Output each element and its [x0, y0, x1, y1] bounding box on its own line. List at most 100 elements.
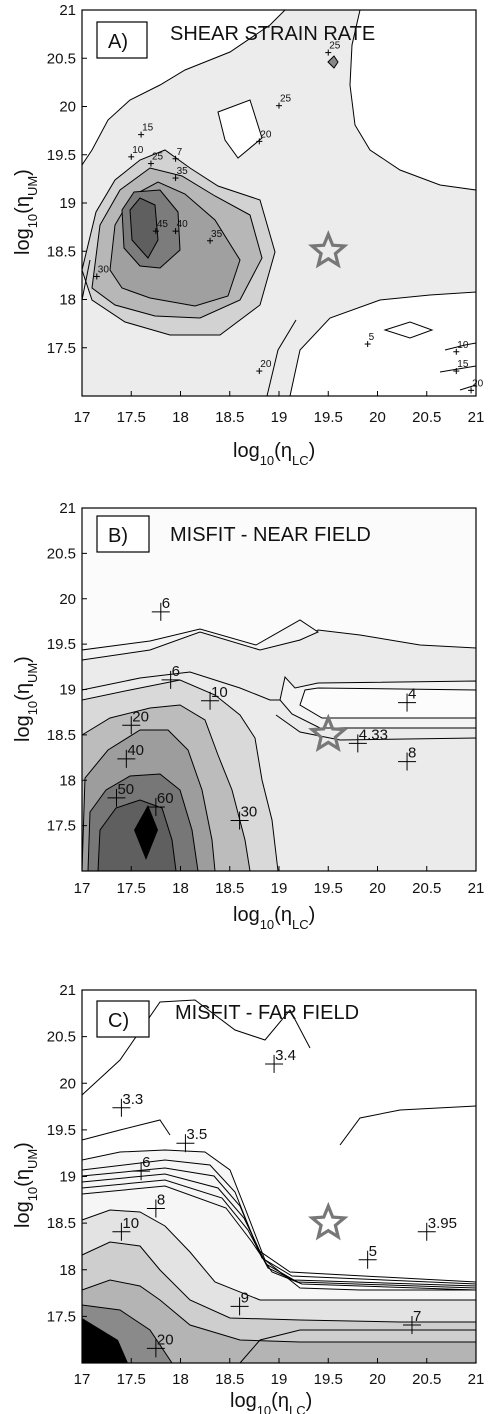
- panel-c-x-tick-label: 17.5: [117, 1371, 146, 1388]
- contour-label-text: 5: [369, 1243, 377, 1260]
- panel-a-diamond: [327, 55, 339, 69]
- panel-b-x-tick-label: 17: [74, 880, 91, 897]
- panel-b-y-tick-label: 18.5: [47, 727, 76, 744]
- panel-a-contour-label: 15: [453, 359, 469, 375]
- contour-label-text: 3.5: [186, 1126, 207, 1143]
- panel-a-contour-label: 45: [152, 219, 168, 235]
- panel-b-x-axis-label: log10(ηLC): [233, 904, 315, 932]
- panel-b-x-tick-label: 20: [369, 880, 386, 897]
- panel-a-contour-label: 5: [364, 332, 375, 348]
- contour-label-text: 6: [162, 595, 170, 612]
- panel-a-contour-label: 20: [468, 378, 484, 394]
- panel-a-y-axis-label: log10(ηUM): [12, 169, 40, 255]
- panel-b-contour-label: 40: [117, 742, 144, 768]
- contour-label-text: 25: [329, 41, 341, 52]
- contour-label-text: 20: [260, 359, 272, 370]
- contour-label-text: 15: [142, 123, 154, 134]
- panel-c-y-tick-label: 19.5: [47, 1122, 76, 1139]
- panel-c-contour-3-4-line: [81, 999, 311, 1096]
- panel-b-contour-label: 6: [161, 663, 180, 689]
- panel-c-x-tick-label: 18: [172, 1371, 189, 1388]
- panel-c-contour-label: 9: [230, 1289, 249, 1316]
- contour-label-text: 7: [177, 147, 183, 158]
- contour-label-text: 9: [241, 1289, 249, 1306]
- panel-c-y-tick-label: 19: [59, 1169, 76, 1186]
- panel-c-star-marker: [308, 1201, 349, 1241]
- panel-b-contour-label: 50: [107, 781, 134, 807]
- panel-b-x-ticks: 17 17.5 18 18.5 19 19.5 20 20.5 21: [74, 866, 484, 897]
- panel-a-letter: A): [108, 31, 128, 53]
- panel-c-letter: C): [108, 1010, 129, 1032]
- contour-label-text: 10: [457, 340, 469, 351]
- panel-c: 3.4 3.3 3.5 6 8 10 3.95 5 9 7 20 17 17.5 18 18.5 19 19.…: [12, 982, 484, 1414]
- panel-c-contour-label: 6: [132, 1154, 150, 1181]
- contour-label-text: 30: [241, 804, 258, 821]
- panel-a-x-ticks: 17 17.5 18 18.5 19 19.5 20 20.5 21: [74, 391, 484, 426]
- contour-label-text: 20: [472, 378, 484, 389]
- panel-c-contour-band-5: [81, 1185, 477, 1291]
- panel-a-x-axis-label: log10(ηLC): [233, 440, 315, 468]
- panel-c-contour-label: 3.4: [265, 1047, 296, 1073]
- panel-a-contour-label: 25: [325, 41, 341, 56]
- panel-c-x-tick-label: 19: [271, 1371, 288, 1388]
- panel-c-contour-label: 8: [146, 1191, 165, 1218]
- panel-b: 6 6 10 4 4.33 20 8 40 50 60 30 17 17.5 18 18.5 19 19.5 2…: [12, 500, 484, 932]
- panel-a-contour-label: 20: [256, 359, 272, 375]
- contour-label-text: 15: [457, 359, 469, 370]
- panel-a-contour-line-right-3: [459, 384, 477, 391]
- panel-c-star-icon: [308, 1201, 349, 1241]
- contour-label-text: 4.33: [359, 726, 388, 743]
- panel-a-contour-line-left: [81, 259, 91, 301]
- panel-b-star-marker: [308, 713, 349, 753]
- contour-label-text: 35: [177, 166, 189, 177]
- panel-a-contour-label: 25: [276, 94, 292, 109]
- panel-b-contour-labels: 6 6 10 4 4.33 20 8 40 50 60 30: [107, 595, 416, 830]
- contour-label-text: 8: [408, 745, 416, 762]
- panel-a-white-island: [217, 99, 263, 159]
- panel-c-contour-line-7: [239, 1329, 476, 1364]
- panel-a-contour-line-right: [444, 342, 477, 351]
- panel-a-contour-label: 40: [172, 219, 188, 235]
- panel-b-contour-label: 30: [230, 804, 258, 830]
- panel-a-contour-level-5: [129, 197, 159, 259]
- panel-a-y-tick-label: 19.5: [47, 147, 76, 164]
- panel-b-y-tick-label: 20: [59, 591, 76, 608]
- panel-c-contour-label: 3.5: [176, 1126, 207, 1153]
- panel-c-contour-3-3-line: [81, 1119, 171, 1141]
- contour-label-text: 20: [260, 129, 272, 140]
- panel-c-contour-label: 10: [112, 1215, 139, 1241]
- panel-b-title-box: B) MISFIT - NEAR FIELD: [96, 515, 371, 553]
- panel-b-x-tick-label: 17.5: [117, 880, 146, 897]
- panel-c-y-axis-label: log10(ηUM): [12, 1142, 40, 1228]
- panel-b-contour-4-inner: [299, 687, 477, 719]
- contour-label-text: 6: [142, 1154, 150, 1171]
- contour-label-text: 5: [369, 332, 375, 343]
- panel-c-contour-label: 7: [402, 1308, 421, 1335]
- panel-b-y-tick-label: 21: [59, 500, 76, 517]
- panel-a-contour-label: 20: [256, 129, 272, 145]
- panel-c-x-tick-label: 21: [468, 1371, 485, 1388]
- panel-a-contour-label: 25: [147, 152, 164, 167]
- panel-c-letter-box: [96, 1000, 150, 1038]
- panel-b-y-tick-label: 19: [59, 682, 76, 699]
- panel-c-y-tick-label: 20.5: [47, 1029, 76, 1046]
- contour-label-text: 3.3: [122, 1091, 143, 1108]
- panel-b-title: MISFIT - NEAR FIELD: [170, 524, 371, 546]
- panel-c-y-tick-label: 18.5: [47, 1215, 76, 1232]
- panel-b-contour-label: 20: [122, 708, 149, 735]
- contour-label-text: 10: [122, 1215, 139, 1232]
- panel-a-contour-label: 35: [172, 166, 189, 182]
- panel-a-contour-label: 10: [453, 340, 469, 355]
- panel-b-y-tick-label: 20.5: [47, 545, 76, 562]
- panel-c-y-tick-label: 20: [59, 1075, 76, 1092]
- contour-label-text: 10: [211, 684, 228, 701]
- panel-a-x-tick-label: 20.5: [412, 409, 441, 426]
- panel-b-x-tick-label: 19: [271, 880, 288, 897]
- panel-b-contour-label: 4.33: [348, 726, 388, 753]
- panel-b-x-tick-label: 19.5: [314, 880, 343, 897]
- contour-label-text: 25: [280, 94, 292, 105]
- panel-c-contour-band-1: [81, 1159, 477, 1283]
- panel-c-x-tick-label: 20: [369, 1371, 386, 1388]
- panel-b-contour-label: 6: [151, 595, 170, 621]
